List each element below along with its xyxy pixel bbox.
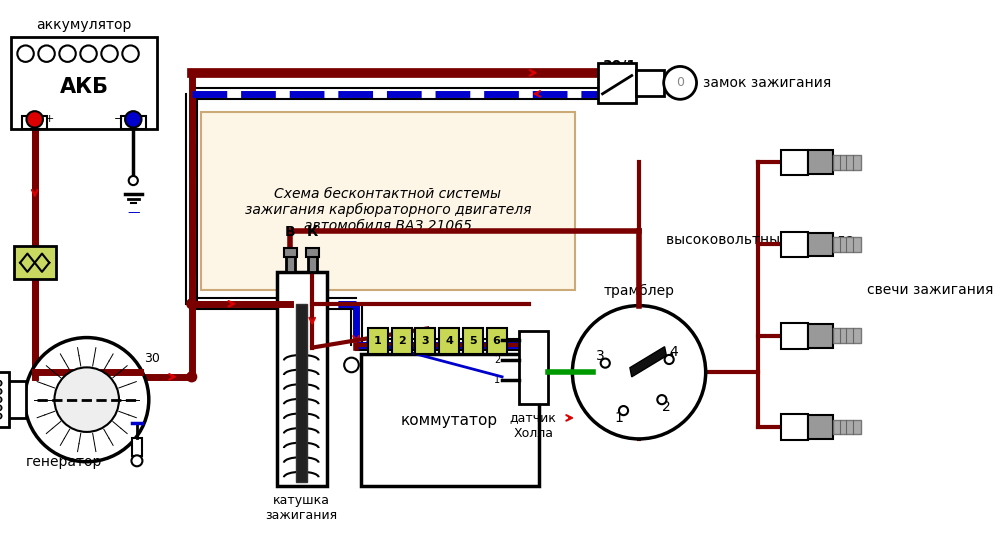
- Text: свечи зажигания: свечи зажигания: [867, 283, 994, 297]
- Bar: [780, 149, 808, 175]
- Text: 30/1: 30/1: [603, 58, 637, 72]
- Text: 3: 3: [597, 349, 605, 363]
- Bar: [14, 246, 56, 279]
- Circle shape: [102, 45, 118, 62]
- Circle shape: [0, 380, 2, 386]
- Circle shape: [658, 395, 667, 404]
- Bar: [780, 414, 808, 440]
- Circle shape: [0, 388, 2, 394]
- Bar: [121, 116, 146, 129]
- Circle shape: [129, 176, 138, 185]
- Bar: [808, 324, 833, 348]
- Circle shape: [0, 413, 2, 419]
- Bar: [463, 328, 483, 354]
- Bar: [285, 252, 294, 272]
- Bar: [519, 331, 548, 404]
- Bar: [808, 415, 833, 439]
- Bar: [276, 272, 326, 486]
- Bar: [833, 420, 861, 434]
- Bar: [833, 155, 861, 169]
- Bar: [22, 116, 48, 129]
- Text: аккумулятор: аккумулятор: [36, 18, 132, 32]
- Polygon shape: [630, 347, 667, 377]
- Circle shape: [38, 45, 55, 62]
- Bar: [283, 248, 296, 257]
- Bar: [439, 328, 459, 354]
- Text: 5: 5: [469, 336, 477, 346]
- Text: замок зажигания: замок зажигания: [703, 76, 831, 90]
- Text: 4: 4: [445, 336, 453, 346]
- Text: Схема бесконтактной системы
зажигания карбюраторного двигателя
автомобиля ВАЗ 21: Схема бесконтактной системы зажигания ка…: [245, 187, 531, 234]
- Bar: [133, 438, 142, 456]
- Circle shape: [344, 358, 358, 372]
- Circle shape: [619, 406, 628, 415]
- Circle shape: [80, 45, 97, 62]
- Text: 4: 4: [670, 345, 678, 359]
- Bar: [808, 150, 833, 174]
- Bar: [391, 328, 412, 354]
- Circle shape: [601, 359, 610, 368]
- Text: коммутатор: коммутатор: [401, 413, 498, 428]
- Text: трамблер: трамблер: [604, 284, 675, 298]
- Bar: [295, 304, 306, 482]
- Bar: [305, 248, 318, 257]
- Text: 30: 30: [145, 352, 160, 365]
- Text: 1: 1: [615, 411, 624, 425]
- Text: —: —: [127, 206, 140, 219]
- Bar: [11, 37, 157, 129]
- Bar: [360, 354, 539, 486]
- Text: 3: 3: [421, 336, 429, 346]
- Text: К: К: [306, 225, 318, 239]
- Circle shape: [188, 372, 197, 381]
- Bar: [598, 63, 637, 103]
- Text: −: −: [114, 114, 123, 124]
- Circle shape: [188, 299, 197, 308]
- Circle shape: [0, 397, 2, 403]
- Circle shape: [132, 456, 143, 466]
- Text: 2: 2: [398, 336, 405, 346]
- Circle shape: [55, 367, 119, 432]
- Text: 2: 2: [662, 400, 671, 414]
- Bar: [415, 328, 435, 354]
- Text: В: В: [285, 225, 295, 239]
- Circle shape: [27, 111, 43, 128]
- Bar: [637, 70, 664, 96]
- Text: 6: 6: [493, 336, 501, 346]
- Bar: [6, 381, 27, 418]
- Circle shape: [665, 355, 674, 364]
- Bar: [780, 232, 808, 257]
- Bar: [487, 328, 507, 354]
- Text: 2: 2: [494, 355, 500, 365]
- Circle shape: [573, 306, 706, 439]
- Circle shape: [125, 111, 142, 128]
- Text: 3: 3: [494, 335, 500, 345]
- Bar: [780, 323, 808, 348]
- Circle shape: [25, 338, 149, 461]
- Circle shape: [59, 45, 76, 62]
- Bar: [368, 328, 388, 354]
- Text: +: +: [45, 114, 54, 124]
- Text: 15: 15: [603, 87, 622, 101]
- Bar: [833, 237, 861, 252]
- Bar: [307, 252, 316, 272]
- Circle shape: [123, 45, 139, 62]
- Text: АКБ: АКБ: [60, 77, 109, 97]
- Text: генератор: генератор: [26, 455, 102, 469]
- Circle shape: [0, 405, 2, 411]
- Text: катушка
зажигания: катушка зажигания: [265, 494, 337, 522]
- Bar: [833, 328, 861, 343]
- Text: высоковольтные провода: высоковольтные провода: [667, 233, 855, 247]
- Bar: [201, 112, 575, 290]
- Text: 1: 1: [494, 375, 500, 386]
- Bar: [808, 233, 833, 256]
- Bar: [0, 372, 9, 427]
- Text: 0: 0: [676, 76, 684, 89]
- Circle shape: [664, 67, 697, 100]
- Circle shape: [17, 45, 34, 62]
- Text: датчик
Холла: датчик Холла: [510, 412, 557, 439]
- Text: 1: 1: [374, 336, 382, 346]
